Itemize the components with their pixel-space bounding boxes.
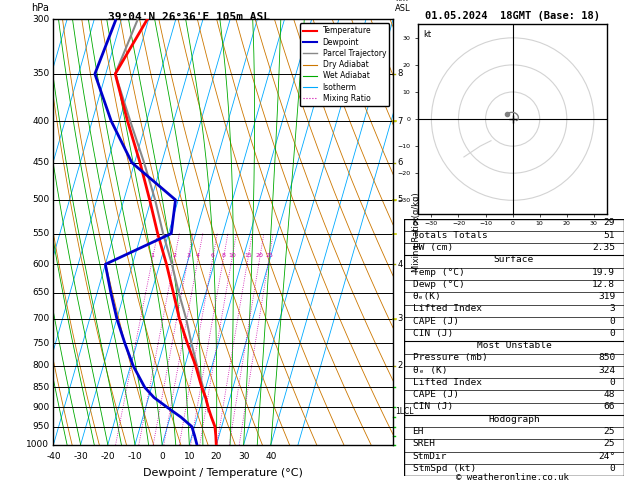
Text: 40: 40 xyxy=(265,452,277,461)
Text: 1000: 1000 xyxy=(26,440,50,449)
Text: 24°: 24° xyxy=(598,451,615,461)
Text: 66: 66 xyxy=(604,402,615,412)
Text: kt: kt xyxy=(423,30,431,39)
Text: 1: 1 xyxy=(151,253,155,259)
Text: 500: 500 xyxy=(32,195,50,205)
Text: 25: 25 xyxy=(265,253,273,259)
Text: 12.8: 12.8 xyxy=(592,280,615,289)
Text: 0: 0 xyxy=(610,316,615,326)
Text: -30: -30 xyxy=(73,452,88,461)
Text: CIN (J): CIN (J) xyxy=(413,402,453,412)
Text: Mixing Ratio (g/kg): Mixing Ratio (g/kg) xyxy=(412,192,421,272)
Text: 850: 850 xyxy=(32,383,50,392)
Text: 1LCL: 1LCL xyxy=(395,407,413,416)
Text: 3: 3 xyxy=(186,253,190,259)
Text: Dewp (°C): Dewp (°C) xyxy=(413,280,464,289)
Text: Pressure (mb): Pressure (mb) xyxy=(413,353,487,363)
Text: 450: 450 xyxy=(32,158,50,167)
Text: 10: 10 xyxy=(184,452,195,461)
Text: -10: -10 xyxy=(128,452,142,461)
Text: 3: 3 xyxy=(610,304,615,313)
Text: 19.9: 19.9 xyxy=(592,268,615,277)
Text: K: K xyxy=(413,219,418,227)
Text: © weatheronline.co.uk: © weatheronline.co.uk xyxy=(456,473,569,482)
Text: θₑ(K): θₑ(K) xyxy=(413,292,442,301)
Text: Lifted Index: Lifted Index xyxy=(413,378,482,387)
Text: 0: 0 xyxy=(610,329,615,338)
Text: 30: 30 xyxy=(238,452,250,461)
Text: 7: 7 xyxy=(397,117,403,125)
Legend: Temperature, Dewpoint, Parcel Trajectory, Dry Adiabat, Wet Adiabat, Isotherm, Mi: Temperature, Dewpoint, Parcel Trajectory… xyxy=(300,23,389,106)
Text: StmSpd (kt): StmSpd (kt) xyxy=(413,464,476,473)
Text: 550: 550 xyxy=(32,229,50,238)
Text: 700: 700 xyxy=(32,314,50,323)
Text: StmDir: StmDir xyxy=(413,451,447,461)
Text: 6: 6 xyxy=(211,253,214,259)
Text: 4: 4 xyxy=(397,260,403,269)
Text: PW (cm): PW (cm) xyxy=(413,243,453,252)
Text: CIN (J): CIN (J) xyxy=(413,329,453,338)
Text: 2: 2 xyxy=(172,253,177,259)
Text: 900: 900 xyxy=(32,403,50,412)
Text: 600: 600 xyxy=(32,260,50,269)
Text: 0: 0 xyxy=(159,452,165,461)
Text: 400: 400 xyxy=(32,117,50,125)
Text: Temp (°C): Temp (°C) xyxy=(413,268,464,277)
Text: 0: 0 xyxy=(610,378,615,387)
Text: 3: 3 xyxy=(397,314,403,323)
Text: 51: 51 xyxy=(604,231,615,240)
Text: 350: 350 xyxy=(32,69,50,78)
Text: 4: 4 xyxy=(196,253,200,259)
Text: 20: 20 xyxy=(256,253,264,259)
Text: 39°04'N 26°36'E 105m ASL: 39°04'N 26°36'E 105m ASL xyxy=(108,12,270,22)
Text: 2: 2 xyxy=(397,362,403,370)
Text: 8: 8 xyxy=(221,253,225,259)
Text: 650: 650 xyxy=(32,288,50,297)
Text: -20: -20 xyxy=(101,452,115,461)
Text: km
ASL: km ASL xyxy=(395,0,411,13)
Text: 20: 20 xyxy=(211,452,222,461)
Text: SREH: SREH xyxy=(413,439,436,448)
Text: 25: 25 xyxy=(604,439,615,448)
Text: EH: EH xyxy=(413,427,424,436)
Text: 48: 48 xyxy=(604,390,615,399)
Text: hPa: hPa xyxy=(31,3,50,13)
Text: 300: 300 xyxy=(32,15,50,24)
Text: 324: 324 xyxy=(598,365,615,375)
Text: 25: 25 xyxy=(604,427,615,436)
Text: 850: 850 xyxy=(598,353,615,363)
Text: 950: 950 xyxy=(32,422,50,431)
Text: 6: 6 xyxy=(397,158,403,167)
Text: -40: -40 xyxy=(46,452,61,461)
Text: 2.35: 2.35 xyxy=(592,243,615,252)
Text: 15: 15 xyxy=(244,253,252,259)
Text: 5: 5 xyxy=(397,195,403,205)
Text: θₑ (K): θₑ (K) xyxy=(413,365,447,375)
Text: 0: 0 xyxy=(610,464,615,473)
Text: Dewpoint / Temperature (°C): Dewpoint / Temperature (°C) xyxy=(143,468,303,478)
Text: 800: 800 xyxy=(32,362,50,370)
Text: Surface: Surface xyxy=(494,255,534,264)
Text: 750: 750 xyxy=(32,339,50,347)
Text: CAPE (J): CAPE (J) xyxy=(413,316,459,326)
Text: Totals Totals: Totals Totals xyxy=(413,231,487,240)
Text: 8: 8 xyxy=(397,69,403,78)
Text: 29: 29 xyxy=(604,219,615,227)
Text: Most Unstable: Most Unstable xyxy=(477,341,551,350)
Text: 319: 319 xyxy=(598,292,615,301)
Text: 01.05.2024  18GMT (Base: 18): 01.05.2024 18GMT (Base: 18) xyxy=(425,11,600,21)
Text: Lifted Index: Lifted Index xyxy=(413,304,482,313)
Text: CAPE (J): CAPE (J) xyxy=(413,390,459,399)
Text: 10: 10 xyxy=(228,253,236,259)
Text: Hodograph: Hodograph xyxy=(488,415,540,424)
